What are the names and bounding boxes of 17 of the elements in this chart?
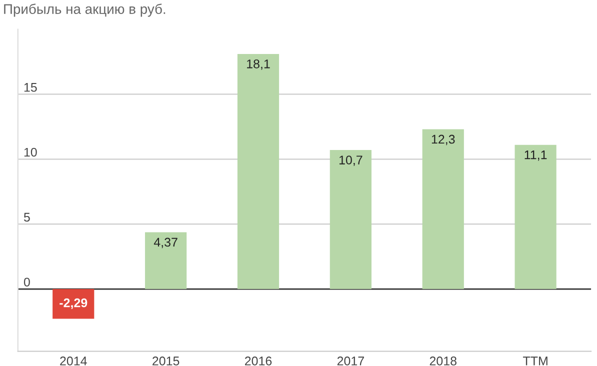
data-label: -2,29: [60, 298, 88, 310]
data-label: 12,3: [432, 134, 455, 146]
x-tick-label: 2016: [244, 356, 272, 366]
x-tick-label: 2014: [60, 356, 87, 366]
data-label: 10,7: [339, 156, 362, 166]
chart-title: Прибыль на акцию в руб.: [4, 4, 166, 17]
x-tick-label: TTM: [523, 356, 548, 366]
y-tick-label: 5: [24, 212, 30, 222]
y-tick-label: 10: [24, 148, 37, 157]
x-tick-label: 2018: [430, 356, 456, 366]
x-tick-label: 2015: [152, 356, 180, 366]
y-tick-label: 15: [24, 83, 37, 92]
y-tick-label: 0: [24, 278, 30, 287]
x-tick-label: 2017: [337, 356, 364, 366]
data-label: 18,1: [247, 59, 270, 70]
data-label: 11,1: [524, 150, 547, 161]
data-label: 4,37: [154, 238, 178, 248]
